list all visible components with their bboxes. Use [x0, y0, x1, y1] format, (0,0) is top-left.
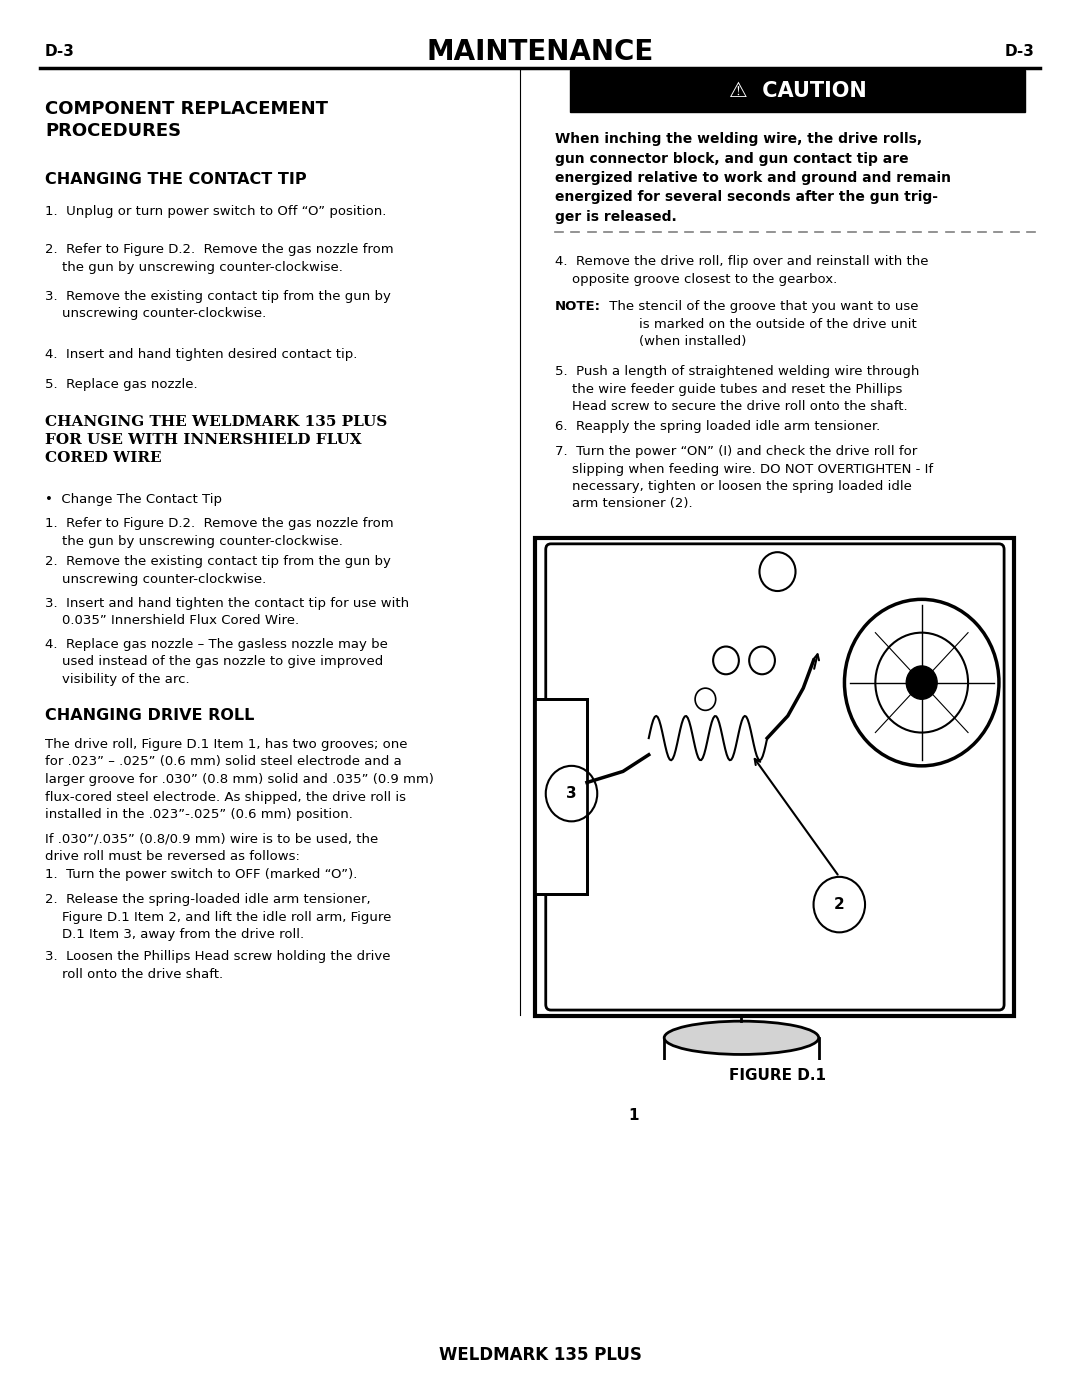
- Text: 5.  Replace gas nozzle.: 5. Replace gas nozzle.: [45, 379, 198, 391]
- Circle shape: [608, 1088, 659, 1143]
- Bar: [664, 1066, 819, 1083]
- Bar: [536, 538, 1014, 1016]
- Text: When inching the welding wire, the drive rolls,
gun connector block, and gun con: When inching the welding wire, the drive…: [555, 131, 951, 224]
- Bar: [664, 1085, 819, 1102]
- Text: If .030”/.035” (0.8/0.9 mm) wire is to be used, the
drive roll must be reversed : If .030”/.035” (0.8/0.9 mm) wire is to b…: [45, 833, 378, 863]
- Circle shape: [813, 877, 865, 932]
- Text: 2: 2: [834, 897, 845, 912]
- Bar: [664, 1105, 819, 1120]
- Text: 2.  Remove the existing contact tip from the gun by
    unscrewing counter-clock: 2. Remove the existing contact tip from …: [45, 555, 391, 585]
- Text: 7.  Turn the power “ON” (I) and check the drive roll for
    slipping when feedi: 7. Turn the power “ON” (I) and check the…: [555, 446, 933, 510]
- Text: NOTE:: NOTE:: [555, 300, 600, 313]
- Text: ⚠  CAUTION: ⚠ CAUTION: [729, 81, 866, 101]
- Text: FIGURE D.1: FIGURE D.1: [729, 1067, 826, 1083]
- Bar: [536, 700, 586, 894]
- Circle shape: [545, 766, 597, 821]
- Text: MAINTENANCE: MAINTENANCE: [427, 38, 653, 66]
- Bar: [664, 1143, 819, 1160]
- Text: D-3: D-3: [1005, 45, 1035, 60]
- Ellipse shape: [664, 1143, 819, 1176]
- Text: 2.  Refer to Figure D.2.  Remove the gas nozzle from
    the gun by unscrewing c: 2. Refer to Figure D.2. Remove the gas n…: [45, 243, 393, 274]
- Text: 4.  Replace gas nozzle – The gasless nozzle may be
    used instead of the gas n: 4. Replace gas nozzle – The gasless nozz…: [45, 638, 388, 686]
- Text: D-3: D-3: [45, 45, 75, 60]
- Bar: [570, 70, 1025, 112]
- Text: COMPONENT REPLACEMENT
PROCEDURES: COMPONENT REPLACEMENT PROCEDURES: [45, 101, 328, 140]
- Text: 3.  Loosen the Phillips Head screw holding the drive
    roll onto the drive sha: 3. Loosen the Phillips Head screw holdin…: [45, 950, 391, 981]
- Text: 3: 3: [566, 787, 577, 800]
- Text: 1.  Unplug or turn power switch to Off “O” position.: 1. Unplug or turn power switch to Off “O…: [45, 205, 387, 218]
- Text: CHANGING DRIVE ROLL: CHANGING DRIVE ROLL: [45, 708, 255, 724]
- Text: 2.  Release the spring-loaded idle arm tensioner,
    Figure D.1 Item 2, and lif: 2. Release the spring-loaded idle arm te…: [45, 893, 391, 942]
- Text: The stencil of the groove that you want to use
        is marked on the outside : The stencil of the groove that you want …: [605, 300, 918, 348]
- Bar: [664, 1038, 819, 1160]
- Text: 5.  Push a length of straightened welding wire through
    the wire feeder guide: 5. Push a length of straightened welding…: [555, 365, 919, 414]
- Text: 3.  Insert and hand tighten the contact tip for use with
    0.035” Innershield : 3. Insert and hand tighten the contact t…: [45, 597, 409, 627]
- Text: 4.  Remove the drive roll, flip over and reinstall with the
    opposite groove : 4. Remove the drive roll, flip over and …: [555, 256, 929, 285]
- Text: •  Change The Contact Tip: • Change The Contact Tip: [45, 493, 222, 506]
- Text: 4.  Insert and hand tighten desired contact tip.: 4. Insert and hand tighten desired conta…: [45, 348, 357, 360]
- Text: WELDMARK 135 PLUS: WELDMARK 135 PLUS: [438, 1345, 642, 1363]
- Text: 3.  Remove the existing contact tip from the gun by
    unscrewing counter-clock: 3. Remove the existing contact tip from …: [45, 291, 391, 320]
- Text: 1.  Refer to Figure D.2.  Remove the gas nozzle from
    the gun by unscrewing c: 1. Refer to Figure D.2. Remove the gas n…: [45, 517, 393, 548]
- Circle shape: [906, 666, 937, 700]
- Text: 1.  Turn the power switch to OFF (marked “O”).: 1. Turn the power switch to OFF (marked …: [45, 868, 357, 882]
- Text: 1: 1: [629, 1108, 638, 1123]
- Text: CHANGING THE CONTACT TIP: CHANGING THE CONTACT TIP: [45, 172, 307, 187]
- Text: The drive roll, Figure D.1 Item 1, has two grooves; one
for .023” – .025” (0.6 m: The drive roll, Figure D.1 Item 1, has t…: [45, 738, 434, 821]
- Text: 6.  Reapply the spring loaded idle arm tensioner.: 6. Reapply the spring loaded idle arm te…: [555, 420, 880, 433]
- Ellipse shape: [664, 1021, 819, 1055]
- Bar: [664, 1123, 819, 1140]
- Text: CHANGING THE WELDMARK 135 PLUS
FOR USE WITH INNERSHIELD FLUX
CORED WIRE: CHANGING THE WELDMARK 135 PLUS FOR USE W…: [45, 415, 388, 465]
